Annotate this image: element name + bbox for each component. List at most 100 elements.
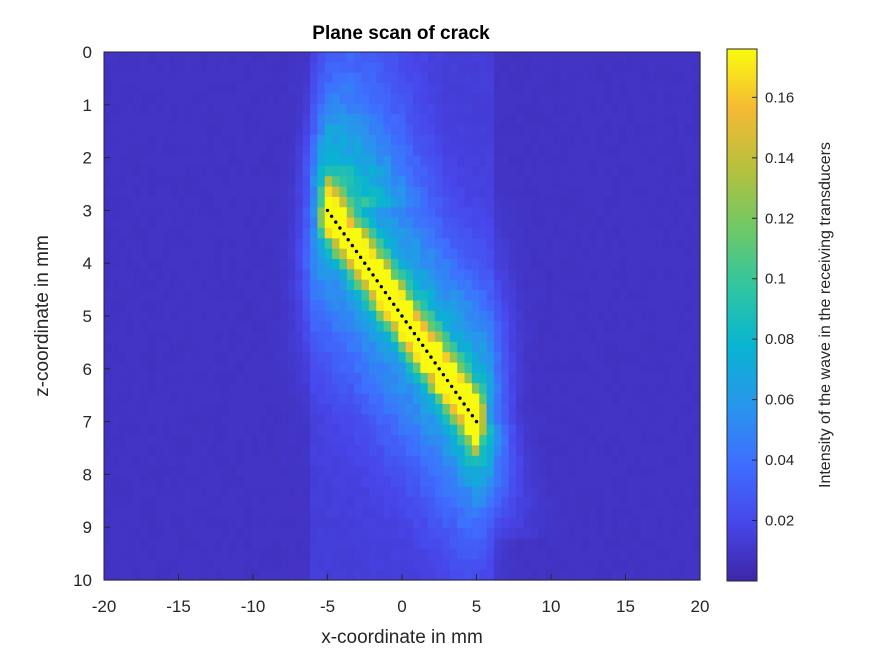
heatmap-cell: [207, 486, 215, 498]
heatmap-cell: [133, 528, 142, 540]
heatmap-cell: [273, 248, 282, 260]
heatmap-cell: [104, 279, 112, 291]
heatmap-cell: [118, 404, 127, 415]
heatmap-cell: [162, 62, 171, 74]
heatmap-cell: [140, 217, 149, 229]
heatmap-cell: [442, 290, 451, 302]
heatmap-cell: [243, 217, 252, 229]
heatmap-cell: [479, 517, 488, 529]
heatmap-cell: [148, 269, 157, 281]
heatmap-cell: [655, 196, 664, 208]
heatmap-cell: [692, 134, 701, 146]
heatmap-cell: [574, 528, 583, 540]
heatmap-cell: [457, 279, 466, 291]
heatmap-cell: [471, 155, 480, 167]
heatmap-cell: [376, 238, 385, 250]
heatmap-cell: [383, 207, 392, 219]
heatmap-cell: [420, 507, 429, 519]
crack-dot: [408, 326, 412, 330]
heatmap-cell: [464, 341, 473, 353]
heatmap-cell: [449, 321, 458, 333]
heatmap-cell: [589, 393, 598, 405]
heatmap-cell: [280, 466, 289, 478]
heatmap-cell: [295, 134, 304, 146]
heatmap-cell: [339, 404, 348, 415]
heatmap-cell: [229, 372, 238, 384]
chart-title: Plane scan of crack: [312, 23, 490, 44]
heatmap-cell: [390, 165, 399, 177]
heatmap-cell: [516, 476, 525, 488]
heatmap-cell: [663, 435, 672, 447]
heatmap-cell: [287, 310, 296, 322]
heatmap-cell: [332, 476, 341, 488]
heatmap-cell: [516, 331, 525, 343]
heatmap-cell: [243, 538, 252, 550]
heatmap-cell: [126, 72, 135, 84]
heatmap-cell: [574, 155, 583, 167]
heatmap-cell: [332, 72, 341, 84]
heatmap-cell: [545, 145, 554, 157]
heatmap-cell: [560, 507, 569, 519]
crack-dot: [329, 214, 334, 218]
heatmap-cell: [140, 176, 149, 188]
heatmap-cell: [214, 362, 223, 374]
heatmap-cell: [641, 248, 650, 260]
heatmap-cell: [552, 538, 561, 550]
heatmap-cell: [493, 331, 502, 343]
heatmap-cell: [596, 62, 605, 74]
heatmap-cell: [184, 207, 193, 219]
heatmap-cell: [633, 124, 642, 136]
heatmap-cell: [516, 455, 525, 467]
heatmap-cell: [287, 424, 296, 436]
heatmap-cell: [508, 486, 517, 498]
heatmap-cell: [516, 238, 525, 250]
heatmap-cell: [140, 196, 149, 208]
heatmap-cell: [457, 538, 466, 550]
heatmap-cell: [677, 517, 686, 529]
heatmap-cell: [258, 196, 267, 208]
heatmap-cell: [663, 279, 672, 291]
heatmap-cell: [663, 466, 672, 478]
heatmap-cell: [523, 497, 532, 509]
heatmap-cell: [398, 548, 407, 560]
heatmap-cell: [538, 228, 547, 239]
heatmap-cell: [148, 517, 157, 529]
heatmap-cell: [685, 103, 694, 115]
heatmap-cell: [442, 83, 451, 95]
heatmap-cell: [207, 228, 215, 239]
heatmap-cell: [663, 310, 672, 322]
heatmap-cell: [530, 404, 539, 415]
heatmap-cell: [133, 290, 142, 302]
heatmap-cell: [692, 393, 701, 405]
heatmap-cell: [435, 103, 444, 115]
heatmap-cell: [457, 435, 466, 447]
heatmap-cell: [273, 83, 282, 95]
heatmap-cell: [280, 72, 289, 84]
heatmap-cell: [251, 217, 260, 229]
heatmap-cell: [508, 228, 517, 239]
heatmap-cell: [111, 269, 120, 281]
heatmap-cell: [508, 341, 517, 353]
heatmap-cell: [354, 548, 363, 560]
heatmap-cell: [332, 207, 341, 219]
heatmap-cell: [648, 83, 657, 95]
heatmap-cell: [302, 362, 311, 374]
heatmap-cell: [126, 83, 135, 95]
heatmap-cell: [567, 72, 576, 84]
heatmap-cell: [383, 404, 392, 415]
heatmap-cell: [162, 559, 171, 571]
heatmap-cell: [339, 196, 348, 208]
heatmap-cell: [126, 466, 135, 478]
heatmap-cell: [567, 538, 576, 550]
heatmap-cell: [685, 466, 694, 478]
heatmap-cell: [538, 238, 547, 250]
heatmap-cell: [685, 486, 694, 498]
heatmap-cell: [530, 145, 539, 157]
heatmap-cell: [280, 435, 289, 447]
heatmap-cell: [177, 548, 186, 560]
heatmap-cell: [273, 103, 282, 115]
heatmap-cell: [339, 372, 348, 384]
heatmap-cell: [398, 238, 407, 250]
heatmap-cell: [236, 145, 245, 157]
heatmap-cell: [111, 310, 120, 322]
